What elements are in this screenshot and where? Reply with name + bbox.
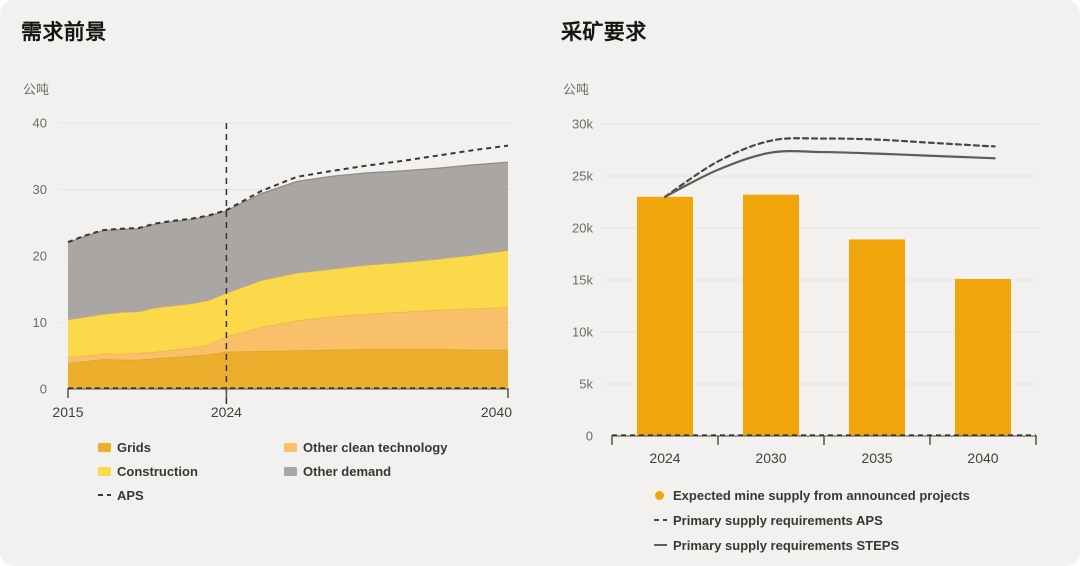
y-tick-label-15k: 15k (572, 273, 593, 288)
y-tick-label-40: 40 (33, 116, 47, 131)
legend-item-construction: Construction (98, 463, 284, 479)
y-tick-label-30: 30 (33, 182, 47, 197)
y-tick-label-20k: 20k (572, 221, 593, 236)
legend-item-requirements-steps: Primary supply requirements STEPS (654, 537, 970, 553)
y-tick-label-25k: 25k (572, 169, 593, 184)
y-tick-label-10k: 10k (572, 325, 593, 340)
y-tick-label-0: 0 (586, 429, 593, 444)
area-edge-construction (67, 250, 509, 321)
y-tick-label-30k: 30k (572, 117, 593, 132)
mining-legend: Expected mine supply from announced proj… (654, 487, 970, 553)
mining-unit-label: 公吨 (563, 82, 590, 97)
legend-item-other-demand: Other demand (284, 463, 447, 479)
legend-label-requirements-aps: Primary supply requirements APS (673, 512, 883, 528)
x-tick-label-2030: 2030 (755, 450, 786, 466)
legend-item-aps: APS (98, 487, 284, 503)
legend-label-requirements-steps: Primary supply requirements STEPS (673, 537, 900, 553)
aps-line (67, 144, 509, 243)
y-tick-label-0: 0 (40, 382, 47, 397)
y-tick-label-10: 10 (33, 315, 47, 330)
x-tick-label-2024: 2024 (649, 450, 680, 466)
demand-outlook-panel: 需求前景 公吨 0 10 20 30 40 2015 2024 2040 Grids Othe… (21, 21, 513, 503)
x-tick-label-2040: 2040 (481, 404, 512, 420)
legend-label-aps: APS (117, 487, 144, 503)
bar-2024 (637, 196, 693, 436)
area-other-demand (68, 162, 508, 320)
requirements-aps-dashed-line-icon (654, 518, 667, 522)
aps-dashed-line-icon (98, 493, 111, 497)
bar-2040 (955, 278, 1011, 436)
y-tick-label-5k: 5k (579, 377, 593, 392)
legend-label-mine-supply: Expected mine supply from announced proj… (673, 487, 970, 503)
demand-outlook-chart: 0 10 20 30 40 2015 2024 2040 (33, 116, 513, 420)
legend-label-grids: Grids (117, 439, 151, 455)
legend-label-other-demand: Other demand (303, 463, 392, 479)
y-tick-label-20: 20 (33, 249, 47, 264)
area-grids (68, 349, 508, 389)
x-tick-label-2015: 2015 (52, 404, 83, 420)
x-tick-label-2035: 2035 (861, 450, 892, 466)
mining-requirements-title: 采矿要求 (561, 21, 647, 44)
line-primary-supply-requirements-steps (663, 149, 996, 198)
demand-outlook-title: 需求前景 (21, 21, 107, 44)
x-tick-label-2040: 2040 (967, 450, 998, 466)
legend-item-grids: Grids (98, 439, 284, 455)
other-clean-technology-swatch-icon (284, 442, 297, 452)
demand-legend: Grids Other clean technology Constructio… (98, 439, 447, 503)
legend-label-construction: Construction (117, 463, 198, 479)
legend-item-other-clean-technology: Other clean technology (284, 439, 447, 455)
area-other-clean-technology (68, 307, 508, 364)
x-tick-label-2024: 2024 (211, 404, 242, 420)
other-demand-swatch-icon (284, 466, 297, 476)
demand-unit-label: 公吨 (23, 82, 50, 97)
grids-swatch-icon (98, 442, 111, 452)
line-primary-supply-requirements-aps (663, 137, 996, 198)
bar-2030 (743, 194, 799, 436)
mine-supply-dot-icon (655, 490, 664, 500)
legend-item-requirements-aps: Primary supply requirements APS (654, 512, 970, 528)
legend-label-other-clean-technology: Other clean technology (303, 439, 448, 455)
legend-item-mine-supply: Expected mine supply from announced proj… (654, 487, 970, 503)
requirements-steps-solid-line-icon (654, 543, 667, 547)
construction-swatch-icon (98, 466, 111, 476)
mining-requirements-chart: 0 5k 10k 15k 20k 25k 30k 2024 2030 2035 2040 (572, 117, 1038, 466)
mining-requirements-panel: 采矿要求 公吨 0 5k 10k 15k 20k 25k 30k 2024 2030 2035 20… (540, 0, 1080, 566)
area-construction (68, 250, 508, 358)
bar-2035 (849, 239, 905, 436)
